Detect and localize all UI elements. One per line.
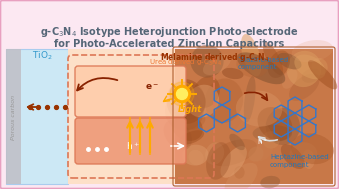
Text: Triazine-based
component: Triazine-based component [238,57,288,70]
Ellipse shape [179,130,204,145]
Text: g-C$_3$N$_4$ Isotype Heterojunction Photo-electrode: g-C$_3$N$_4$ Isotype Heterojunction Phot… [40,25,298,39]
Ellipse shape [205,142,224,165]
Text: Porous carbon: Porous carbon [11,94,16,139]
Bar [68,49,215,184]
Ellipse shape [205,78,243,123]
FancyBboxPatch shape [75,66,186,117]
Ellipse shape [182,145,208,166]
Ellipse shape [268,50,290,78]
Ellipse shape [277,53,301,69]
Ellipse shape [203,54,231,75]
Ellipse shape [206,142,231,180]
Bar [6,49,68,184]
Ellipse shape [172,113,203,141]
Ellipse shape [294,55,325,79]
Ellipse shape [258,107,292,141]
Circle shape [177,88,187,99]
Ellipse shape [168,82,205,120]
Text: h$^+$: h$^+$ [257,137,268,147]
Ellipse shape [302,69,320,83]
Ellipse shape [176,92,194,114]
Ellipse shape [302,149,315,169]
Text: e$^-$: e$^-$ [145,82,159,92]
Text: Melamine derived g-C$_3$N$_4$: Melamine derived g-C$_3$N$_4$ [160,51,270,64]
Ellipse shape [237,52,285,84]
Ellipse shape [222,68,243,79]
Ellipse shape [287,51,321,87]
Bar [175,49,333,184]
Bar [6,49,21,184]
Ellipse shape [308,60,337,89]
Ellipse shape [186,85,219,118]
Ellipse shape [191,45,224,78]
Ellipse shape [188,150,204,165]
Bar [6,149,333,184]
Ellipse shape [290,142,317,166]
Ellipse shape [282,69,298,89]
Ellipse shape [248,146,264,162]
Text: h$^+$: h$^+$ [126,140,140,152]
Ellipse shape [234,166,245,179]
Ellipse shape [265,108,300,145]
Ellipse shape [262,131,280,149]
Ellipse shape [166,79,205,124]
Ellipse shape [230,134,245,150]
Ellipse shape [263,42,283,75]
Ellipse shape [165,92,204,131]
Text: Heptazine-based
component: Heptazine-based component [270,154,328,167]
Ellipse shape [291,133,334,164]
Ellipse shape [241,34,261,76]
Text: Urea derived g-C$_3$N$_4$: Urea derived g-C$_3$N$_4$ [148,58,221,68]
Ellipse shape [289,74,319,101]
Ellipse shape [236,53,268,77]
Circle shape [170,82,194,106]
Text: TiO$_2$: TiO$_2$ [32,50,52,62]
Ellipse shape [211,139,257,166]
Text: Light: Light [178,105,202,114]
Ellipse shape [253,125,292,142]
Ellipse shape [235,119,274,162]
Ellipse shape [224,163,258,189]
Ellipse shape [281,144,305,169]
Ellipse shape [236,91,282,127]
FancyBboxPatch shape [75,118,186,164]
Ellipse shape [193,76,220,108]
Ellipse shape [164,120,192,150]
Text: for Photo-Accelerated Zinc-Ion Capacitors: for Photo-Accelerated Zinc-Ion Capacitor… [54,39,284,49]
Circle shape [174,85,191,102]
Ellipse shape [220,146,247,178]
Ellipse shape [312,58,328,75]
Ellipse shape [244,76,256,122]
Ellipse shape [292,40,333,62]
Ellipse shape [181,112,205,130]
Ellipse shape [260,176,280,188]
